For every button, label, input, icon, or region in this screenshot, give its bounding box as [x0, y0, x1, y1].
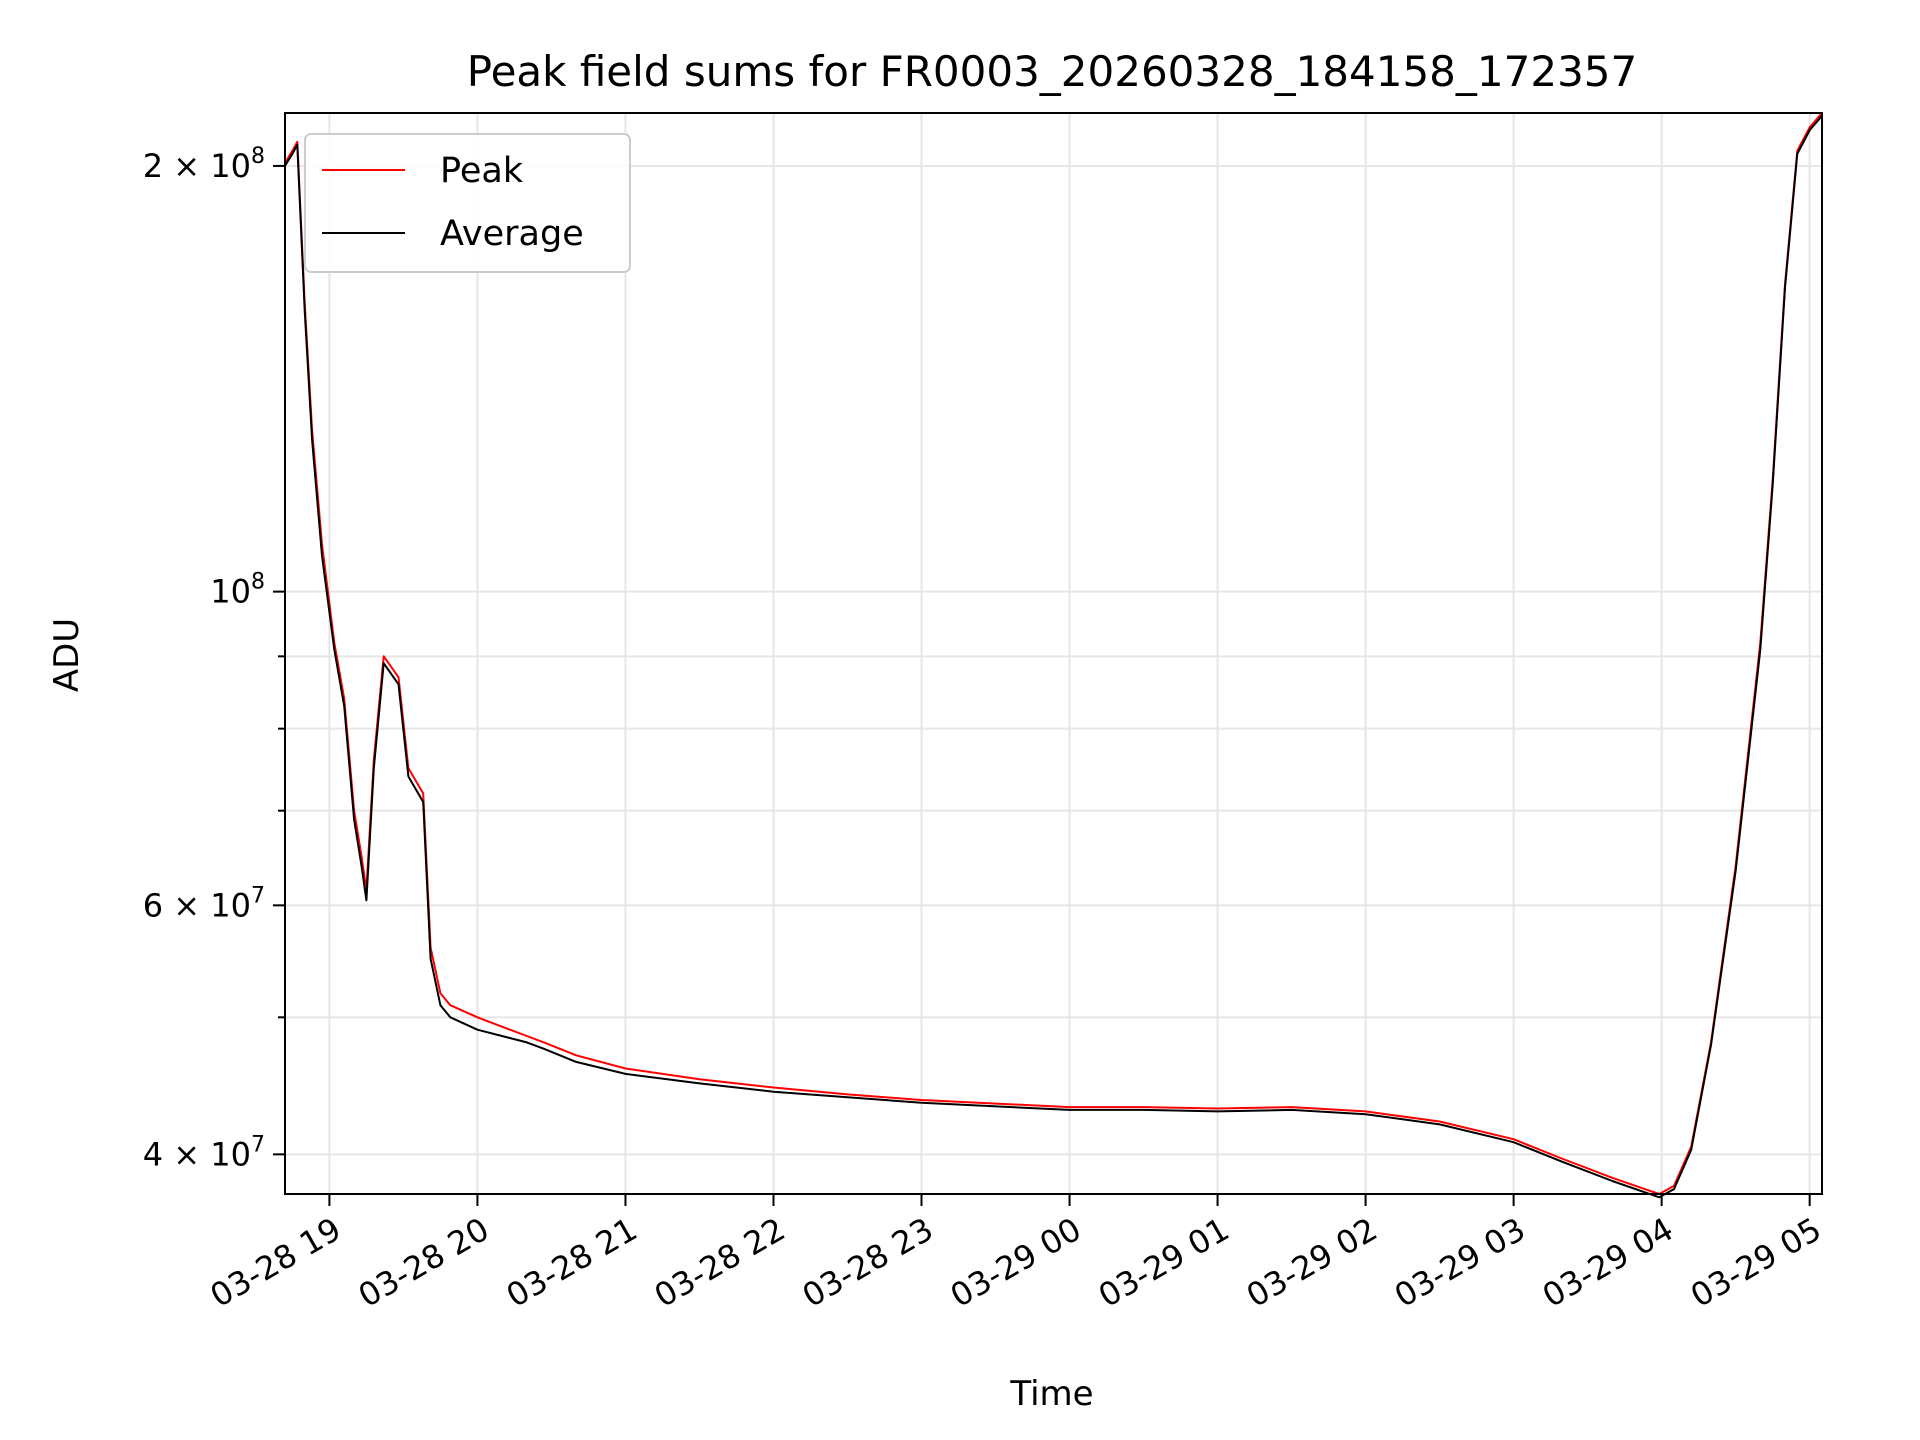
legend-box: [304, 133, 631, 273]
x-axis-label: Time: [1009, 1374, 1093, 1414]
chart-title: Peak field sums for FR0003_20260328_1841…: [467, 47, 1637, 96]
grid: [285, 113, 1822, 1194]
y-tick-label: 4 × 107: [143, 1132, 265, 1173]
series-line-average: [284, 115, 1823, 1199]
legend-label-peak: Peak: [440, 151, 524, 191]
plot-frame: [284, 112, 1823, 1195]
legend: Peak Average: [304, 133, 631, 273]
legend-label-average: Average: [440, 214, 584, 254]
y-tick-label: 6 × 107: [143, 883, 265, 924]
y-axis-label: ADU: [47, 618, 87, 692]
y-tick-label: 2 × 108: [143, 144, 265, 185]
series-layer: [284, 112, 1823, 1199]
